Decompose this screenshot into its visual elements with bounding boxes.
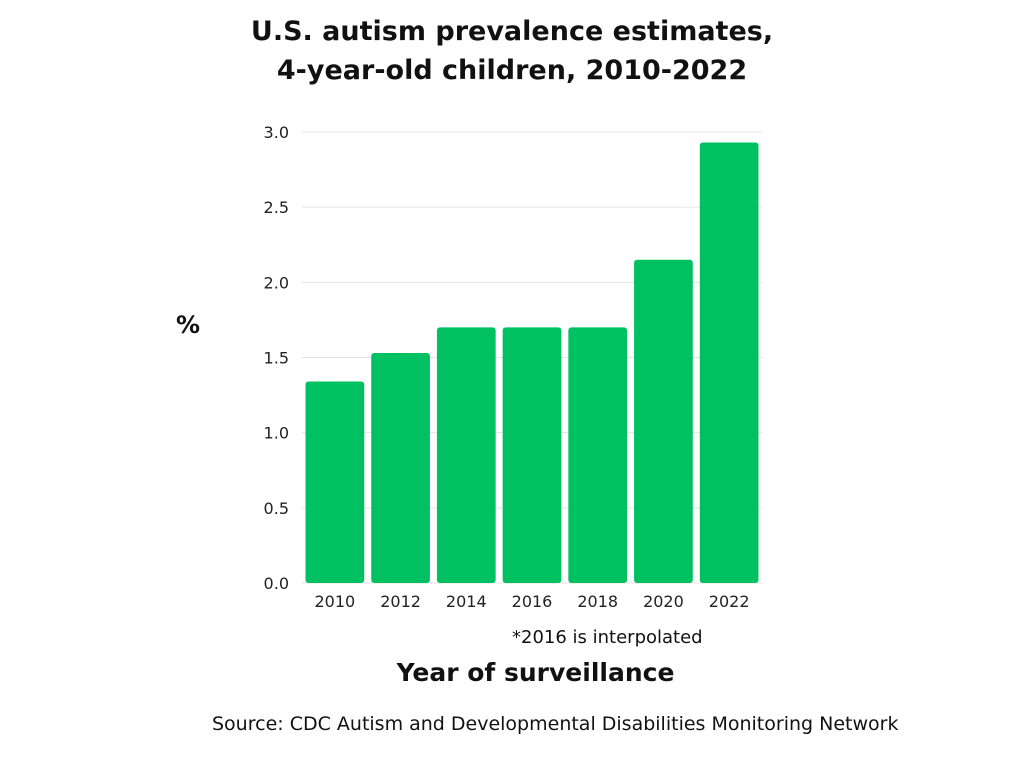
x-tick-label-2020: 2020 (643, 592, 684, 611)
bar-2010 (305, 381, 365, 583)
bar-2022 (699, 142, 759, 584)
bar-2012 (371, 352, 430, 583)
source-note: Source: CDC Autism and Developmental Dis… (212, 713, 899, 735)
x-tick-label-2016: 2016 (512, 592, 553, 611)
x-tick-label-2022: 2022 (709, 592, 750, 611)
y-axis-ticks: 0.0 0.5 1.0 1.5 2.0 2.5 3.0 (264, 123, 289, 593)
y-tick-label: 3.0 (264, 123, 289, 142)
x-tick-label-2014: 2014 (446, 592, 487, 611)
bar-2020 (634, 259, 693, 583)
interpolation-note: *2016 is interpolated (512, 627, 703, 648)
y-tick-label: 1.0 (264, 424, 289, 443)
chart-title: U.S. autism prevalence estimates, 4-year… (0, 12, 1024, 90)
x-axis-ticks: 2010 2012 2014 2016 2018 2020 2022 (314, 592, 749, 611)
x-axis-label: Year of surveillance (396, 658, 675, 687)
bars (305, 142, 759, 584)
x-tick-label-2010: 2010 (314, 592, 355, 611)
y-tick-label: 0.5 (264, 499, 289, 518)
x-tick-label-2012: 2012 (380, 592, 421, 611)
y-tick-label: 0.0 (264, 574, 289, 593)
chart-title-line-1: U.S. autism prevalence estimates, (250, 16, 774, 47)
y-axis-label: % (176, 311, 201, 339)
chart-title-line-2: 4-year-old children, 2010-2022 (276, 55, 748, 86)
x-tick-label-2018: 2018 (577, 592, 618, 611)
y-tick-label: 2.5 (264, 198, 289, 217)
bar-2014 (436, 327, 496, 583)
bar-2018 (568, 327, 628, 583)
y-tick-label: 1.5 (264, 349, 289, 368)
y-tick-label: 2.0 (264, 273, 289, 292)
bar-2016 (502, 327, 562, 583)
